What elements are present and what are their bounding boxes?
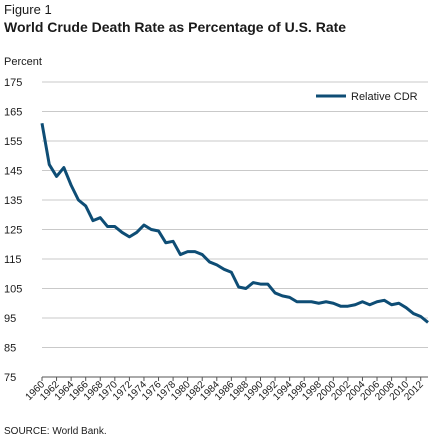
y-tick-label: 115 [4, 254, 22, 266]
x-axis-ticks: 1960196219641966196819701972197419761978… [24, 377, 426, 403]
y-axis-ticks: 75 85 95 105 115 125 135 145 155 165 175 [4, 77, 22, 384]
y-tick-label: 95 [4, 313, 16, 325]
y-tick-label: 165 [4, 107, 22, 119]
y-tick-label: 155 [4, 136, 22, 148]
y-tick-label: 105 [4, 284, 22, 296]
series-group [40, 123, 429, 324]
figure-label: Figure 1 [4, 2, 52, 17]
chart-title: World Crude Death Rate as Percentage of … [4, 19, 347, 35]
y-tick-label: 85 [4, 343, 16, 355]
legend: Relative CDR [316, 91, 418, 103]
y-axis-title: Percent [4, 56, 42, 68]
source-note: SOURCE: World Bank. [4, 426, 107, 437]
gridlines [42, 81, 428, 348]
y-tick-label: 175 [4, 77, 22, 89]
line-chart: 75 85 95 105 115 125 135 145 155 165 175 196019621… [4, 77, 429, 403]
y-tick-label: 135 [4, 195, 22, 207]
y-tick-label: 145 [4, 166, 22, 178]
series-line-relative-cdr [40, 123, 429, 324]
legend-label: Relative CDR [351, 91, 418, 103]
y-tick-label: 75 [4, 372, 16, 384]
y-tick-label: 125 [4, 225, 22, 237]
